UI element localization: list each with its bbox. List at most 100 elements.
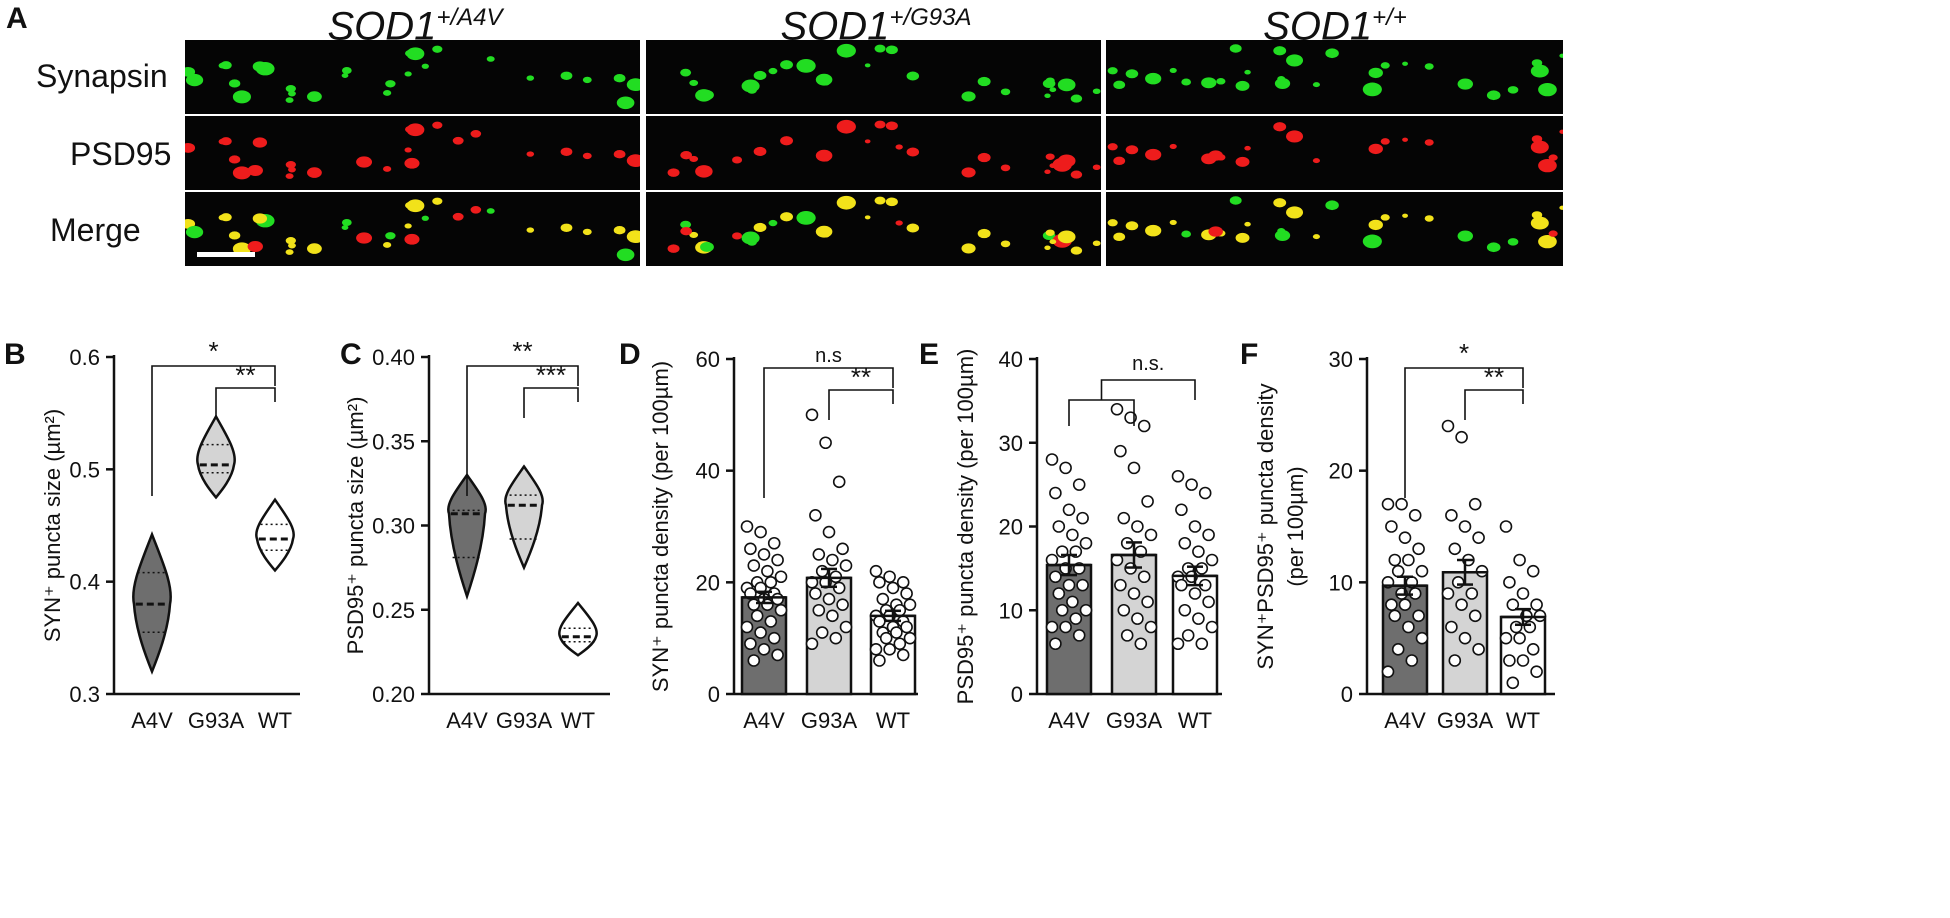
puncta [780,136,794,146]
significance-group-bracket [1068,399,1135,426]
data-point [873,615,886,628]
significance-label: ** [512,336,532,366]
puncta [1277,75,1286,82]
data-point [1117,511,1131,525]
data-point [1178,603,1192,617]
y-axis-label-text: SYN⁺ puncta density (per 100µm) [648,361,673,692]
data-point [1117,603,1131,617]
puncta [228,155,241,164]
data-point [1137,570,1151,584]
puncta [486,56,495,62]
data-point [1468,497,1482,511]
puncta [961,167,976,178]
puncta [885,197,898,207]
puncta [768,67,778,75]
puncta [421,63,429,69]
puncta [1273,46,1287,56]
puncta [307,243,322,254]
puncta [1244,69,1251,75]
puncta [1045,77,1055,84]
data-point [869,643,883,656]
y-tick-label: 0.3 [69,682,100,707]
data-point [1445,620,1458,634]
puncta [185,73,204,87]
puncta [285,249,294,255]
puncta [582,152,592,160]
puncta [432,121,443,129]
puncta [432,45,443,53]
puncta [689,79,699,87]
y-axis-label: PSD95⁺ puncta density (per 100µm) [953,349,978,705]
puncta [1286,130,1304,143]
data-point [1059,461,1072,475]
puncta [1325,48,1339,59]
puncta [1145,224,1162,237]
data-point [903,631,917,645]
data-point [1066,528,1079,542]
puncta [689,155,699,163]
puncta [341,219,352,226]
data-point [1062,578,1076,592]
puncta [385,232,396,240]
data-point [744,637,757,651]
data-point [839,559,853,572]
y-tick-label: 40 [999,347,1023,372]
puncta [1286,54,1304,67]
data-point [1052,587,1066,600]
puncta [906,71,920,81]
y-axis-label: SYN⁺PSD95⁺ puncta density (per 100µm) [1253,383,1308,669]
y-tick-label: 0.20 [372,682,415,707]
puncta [405,49,415,57]
puncta [218,138,227,145]
puncta [1113,156,1126,166]
data-point [890,626,903,639]
puncta [885,45,898,55]
data-point [1066,595,1079,609]
panel-letter-a: A [6,2,28,35]
puncta [382,90,392,96]
data-point [1072,629,1086,642]
data-point [839,620,853,634]
puncta [341,73,349,78]
puncta [626,154,640,168]
puncta [680,68,692,77]
puncta [1000,240,1011,248]
micrograph-g93a-psd95 [646,116,1101,190]
panel-letter-f: F [1240,338,1258,371]
puncta [977,152,991,163]
puncta [356,156,373,168]
significance-bracket [523,387,579,418]
data-point [1171,637,1185,651]
puncta [1273,198,1287,208]
puncta [753,146,767,157]
data-point [754,525,767,539]
panel-letter-d: D [619,338,641,371]
data-point [1441,587,1455,600]
puncta [285,173,294,179]
puncta [906,147,920,157]
data-point [1192,612,1205,625]
significance-bracket [151,365,276,496]
puncta [616,248,635,262]
puncta [247,241,263,252]
data-point [805,408,819,422]
y-tick-label: 0.30 [372,514,415,539]
puncta [404,147,412,153]
x-tick-label: G93A [188,708,245,733]
puncta [432,197,443,205]
significance-label: n.s. [1132,353,1164,375]
violin-wt [255,497,295,573]
puncta [228,79,241,88]
data-point [1072,478,1086,491]
y-tick-label: 0.6 [69,345,100,370]
puncta [961,243,976,254]
data-point [805,637,819,651]
puncta [1559,129,1563,134]
data-point [1385,520,1398,533]
puncta [680,220,692,229]
x-tick-label: WT [1506,708,1540,733]
data-point [1445,509,1458,522]
data-point [1120,629,1134,642]
data-point [1458,520,1472,533]
puncta [452,212,464,221]
